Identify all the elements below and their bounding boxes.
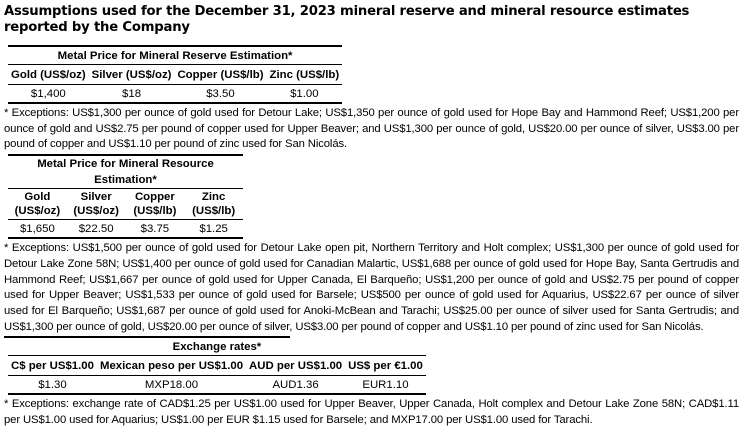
reserve-price-table: Metal Price for Mineral Reserve Estimati…: [8, 45, 343, 104]
value-silver-price: $22.50: [66, 219, 126, 240]
resource-table-title: Metal Price for Mineral Resource Estimat…: [8, 155, 243, 190]
table-header-row: Gold (US$/oz) Silver (US$/oz) Copper (US…: [8, 64, 343, 85]
table-title-row: Exchange rates*: [8, 338, 426, 357]
exchange-rates-table: Exchange rates* C$ per US$1.00 Mexican p…: [8, 338, 426, 396]
value-cad-rate: $1.30: [8, 375, 97, 396]
value-eur-rate: EUR1.10: [345, 375, 426, 396]
column-header-mxn: Mexican peso per US$1.00: [96, 355, 247, 377]
table-title-row: Metal Price for Mineral Reserve Estimati…: [8, 46, 343, 65]
reserve-table-title: Metal Price for Mineral Reserve Estimati…: [8, 46, 343, 65]
page-title: Assumptions used for the December 31, 20…: [4, 4, 690, 35]
exchange-table-top-rule: [4, 336, 290, 339]
table-value-row: $1.30 MXP18.00 AUD1.36 EUR1.10: [8, 375, 426, 396]
value-aud-rate: AUD1.36: [246, 375, 346, 396]
column-header-silver: Silver (US$/oz): [66, 188, 126, 221]
value-gold-price: $1,650: [8, 219, 67, 240]
resource-price-table: Metal Price for Mineral Resource Estimat…: [8, 154, 243, 240]
column-header-gold: Gold (US$/oz): [8, 64, 89, 85]
resource-exceptions-footnote: * Exceptions: US$1,500 per ounce of gold…: [4, 242, 739, 333]
table-value-row: $1,400 $18 $3.50 $1.00: [8, 84, 343, 104]
value-zinc-price: $1.25: [184, 219, 243, 240]
column-header-gold: Gold (US$/oz): [8, 188, 67, 221]
column-header-zinc: Zinc (US$/lb): [184, 188, 243, 221]
value-silver-price: $18: [88, 84, 175, 104]
column-header-zinc: Zinc (US$/lb): [266, 64, 343, 85]
column-header-eur: US$ per €1.00: [345, 355, 426, 377]
column-header-silver: Silver (US$/oz): [88, 64, 175, 85]
exchange-table-title: Exchange rates*: [8, 338, 426, 357]
column-header-copper: Copper (US$/lb): [125, 188, 185, 221]
table-header-row: Gold (US$/oz) Silver (US$/oz) Copper (US…: [8, 188, 243, 221]
value-copper-price: $3.75: [125, 219, 185, 240]
table-header-row: C$ per US$1.00 Mexican peso per US$1.00 …: [8, 355, 426, 377]
value-mxn-rate: MXP18.00: [96, 375, 247, 396]
reserve-exceptions-footnote: * Exceptions: US$1,300 per ounce of gold…: [4, 107, 739, 151]
exchange-exceptions-footnote: * Exceptions: exchange rate of CAD$1.25 …: [4, 398, 739, 427]
column-header-cad: C$ per US$1.00: [8, 355, 97, 377]
value-zinc-price: $1.00: [266, 84, 343, 104]
table-title-row: Metal Price for Mineral Resource Estimat…: [8, 155, 243, 190]
column-header-copper: Copper (US$/lb): [174, 64, 267, 85]
value-copper-price: $3.50: [174, 84, 267, 104]
column-header-aud: AUD per US$1.00: [246, 355, 346, 377]
value-gold-price: $1,400: [8, 84, 89, 104]
table-value-row: $1,650 $22.50 $3.75 $1.25: [8, 219, 243, 240]
